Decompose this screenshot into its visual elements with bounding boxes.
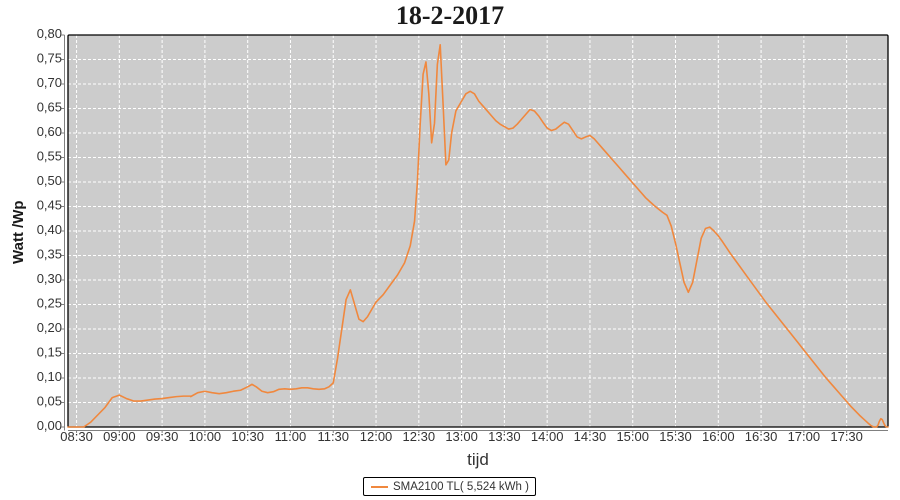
svg-text:16:00: 16:00 bbox=[702, 429, 735, 444]
svg-text:10:00: 10:00 bbox=[189, 429, 222, 444]
svg-text:0,10: 0,10 bbox=[37, 369, 62, 384]
svg-text:0,55: 0,55 bbox=[37, 149, 62, 164]
svg-text:0,45: 0,45 bbox=[37, 198, 62, 213]
svg-text:0,80: 0,80 bbox=[37, 26, 62, 41]
svg-text:0,00: 0,00 bbox=[37, 418, 62, 433]
svg-text:0,65: 0,65 bbox=[37, 100, 62, 115]
svg-text:0,25: 0,25 bbox=[37, 296, 62, 311]
svg-text:0,60: 0,60 bbox=[37, 124, 62, 139]
svg-text:0,15: 0,15 bbox=[37, 345, 62, 360]
svg-text:0,05: 0,05 bbox=[37, 394, 62, 409]
svg-text:09:00: 09:00 bbox=[103, 429, 136, 444]
svg-text:0,20: 0,20 bbox=[37, 320, 62, 335]
svg-text:13:00: 13:00 bbox=[445, 429, 478, 444]
svg-text:08:30: 08:30 bbox=[60, 429, 93, 444]
svg-text:17:30: 17:30 bbox=[830, 429, 863, 444]
svg-text:11:30: 11:30 bbox=[317, 429, 349, 444]
svg-text:11:00: 11:00 bbox=[275, 429, 307, 444]
svg-text:10:30: 10:30 bbox=[231, 429, 264, 444]
svg-text:17:00: 17:00 bbox=[788, 429, 821, 444]
svg-text:12:00: 12:00 bbox=[360, 429, 393, 444]
svg-text:13:30: 13:30 bbox=[488, 429, 521, 444]
svg-text:16:30: 16:30 bbox=[745, 429, 778, 444]
svg-text:14:30: 14:30 bbox=[574, 429, 607, 444]
svg-text:0,70: 0,70 bbox=[37, 75, 62, 90]
svg-text:0,50: 0,50 bbox=[37, 173, 62, 188]
svg-text:14:00: 14:00 bbox=[531, 429, 564, 444]
svg-text:0,40: 0,40 bbox=[37, 222, 62, 237]
svg-text:15:00: 15:00 bbox=[616, 429, 649, 444]
svg-text:09:30: 09:30 bbox=[146, 429, 179, 444]
svg-text:0,30: 0,30 bbox=[37, 271, 62, 286]
svg-text:0,75: 0,75 bbox=[37, 51, 62, 66]
svg-text:0,35: 0,35 bbox=[37, 247, 62, 262]
svg-text:15:30: 15:30 bbox=[659, 429, 692, 444]
svg-text:12:30: 12:30 bbox=[403, 429, 436, 444]
